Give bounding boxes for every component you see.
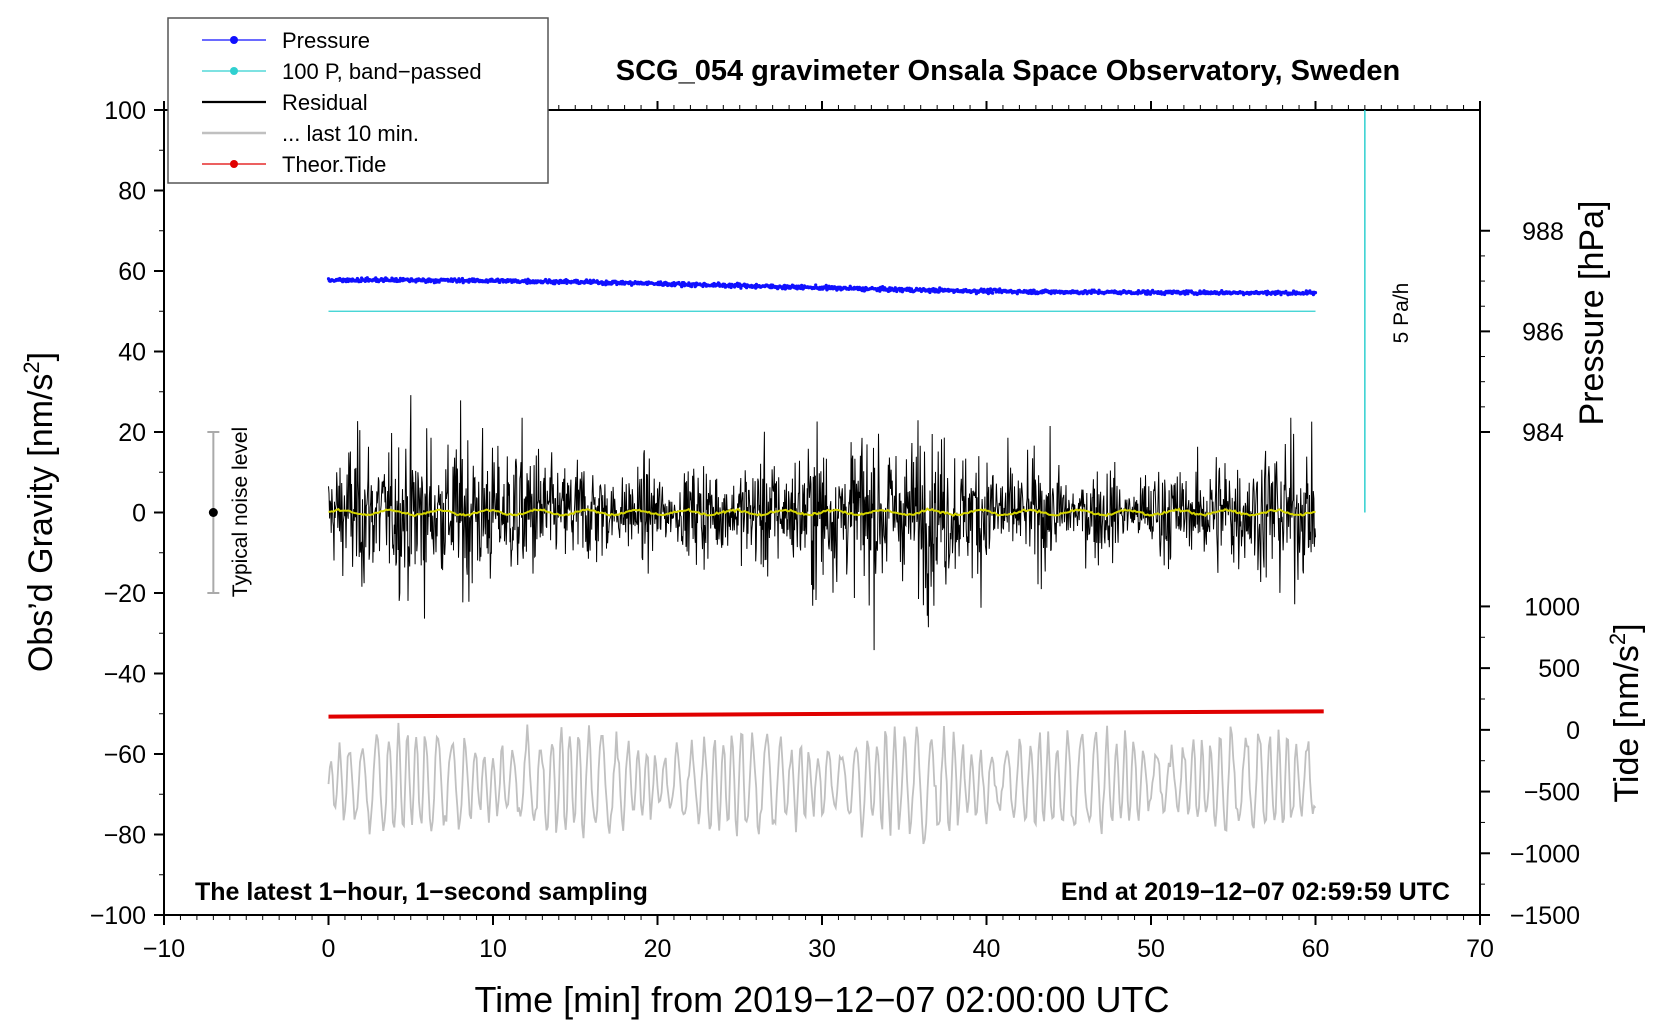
legend-label: Pressure bbox=[282, 28, 370, 53]
legend: Pressure 100 P, band−passed Residual ... la… bbox=[167, 17, 549, 184]
noise-bar-label: Typical noise level bbox=[229, 427, 252, 597]
rate-bar-label: 5 Pa/h bbox=[1390, 283, 1413, 344]
tide-tick-label: −1500 bbox=[1510, 902, 1580, 930]
series-tide-line bbox=[328, 709, 1324, 719]
y-tick-label: 20 bbox=[118, 419, 146, 447]
chart-title: SCG_054 gravimeter Onsala Space Observat… bbox=[616, 55, 1400, 87]
x-tick-label: 60 bbox=[1302, 935, 1330, 963]
series-pressure-point bbox=[1186, 292, 1190, 296]
series-pressure-point bbox=[986, 292, 991, 296]
legend-label: Theor.Tide bbox=[282, 152, 386, 177]
legend-label: 100 P, band−passed bbox=[282, 59, 482, 84]
x-tick-label: 70 bbox=[1466, 935, 1494, 963]
tide-axis-label-end: ] bbox=[1608, 623, 1646, 632]
y-tick-label: −100 bbox=[90, 902, 146, 930]
series-last-10-min-line bbox=[327, 722, 1317, 845]
y-tick-label: 100 bbox=[104, 97, 146, 125]
series-pressure-point bbox=[690, 285, 694, 289]
tide-tick-label: 0 bbox=[1566, 717, 1580, 745]
y-tick-label: 0 bbox=[132, 500, 146, 528]
y-axis-label: Obs’d Gravity [nm/s2] bbox=[19, 352, 60, 672]
legend-entries: Pressure 100 P, band−passed Residual ... la… bbox=[202, 28, 482, 177]
x-tick-label: −10 bbox=[143, 935, 185, 963]
noise-bar-group bbox=[207, 110, 1366, 594]
series-pressure-point bbox=[680, 285, 684, 289]
legend-box bbox=[167, 17, 549, 184]
series-pressure-point bbox=[1313, 291, 1318, 295]
x-tick-label: 10 bbox=[479, 935, 507, 963]
series-pressure-point bbox=[1027, 291, 1031, 295]
series-layer bbox=[326, 276, 1324, 845]
x-tick-label: 30 bbox=[808, 935, 836, 963]
y-axis-label-sup: 2 bbox=[19, 361, 44, 373]
legend-label: ... last 10 min. bbox=[282, 121, 419, 146]
y-tick-label: 40 bbox=[118, 339, 146, 367]
pressure-axis-label: Pressure [hPa] bbox=[1573, 201, 1611, 426]
series-pressure-point bbox=[928, 290, 932, 295]
tide-tick-label: 1000 bbox=[1524, 593, 1580, 621]
y-tick-label: −20 bbox=[104, 580, 146, 608]
legend-swatch-marker bbox=[230, 67, 238, 75]
series-pressure-point bbox=[988, 287, 993, 291]
pressure-tick-label: 988 bbox=[1522, 218, 1564, 246]
y-tick-label: 80 bbox=[118, 178, 146, 206]
annotation-bottom-right: End at 2019−12−07 02:59:59 UTC bbox=[1061, 878, 1450, 906]
tide-tick-label: −1000 bbox=[1510, 840, 1580, 868]
series-residual-smoothed-line bbox=[328, 507, 1316, 518]
series-pressure-point bbox=[557, 281, 561, 285]
pressure-tick-label: 984 bbox=[1522, 419, 1564, 447]
legend-swatch-marker bbox=[230, 36, 238, 44]
y-tick-label: −80 bbox=[104, 822, 146, 850]
x-axis-label: Time [min] from 2019−12−07 02:00:00 UTC bbox=[474, 979, 1169, 1020]
tide-axis-label-main: Tide [nm/s bbox=[1608, 645, 1646, 802]
series-pressure-point bbox=[991, 291, 995, 295]
noise-bar-center-dot bbox=[208, 508, 218, 517]
y-tick-label: −40 bbox=[104, 661, 146, 689]
x-tick-label: 0 bbox=[322, 935, 336, 963]
pressure-tick-label: 986 bbox=[1522, 318, 1564, 346]
x-tick-label: 20 bbox=[644, 935, 672, 963]
y-axis-label-main: Obs’d Gravity [nm/s bbox=[22, 374, 60, 673]
y-axis-label-end: ] bbox=[22, 352, 60, 361]
x-tick-label: 40 bbox=[973, 935, 1001, 963]
series-pressure-point bbox=[460, 276, 464, 281]
tide-tick-label: 500 bbox=[1538, 655, 1580, 683]
x-tick-label: 50 bbox=[1137, 935, 1165, 963]
axes-layer: −10 0 10 20 30 40 50 60 70−100−80−60−40−20020406… bbox=[90, 97, 1580, 963]
legend-swatch-marker bbox=[230, 160, 238, 168]
tide-axis-label-sup: 2 bbox=[1605, 633, 1630, 645]
tide-axis-label: Tide [nm/s2] bbox=[1605, 623, 1646, 802]
y-tick-label: 60 bbox=[118, 258, 146, 286]
y-tick-label: −60 bbox=[104, 741, 146, 769]
legend-label: Residual bbox=[282, 90, 368, 115]
annotation-bottom-left: The latest 1−hour, 1−second sampling bbox=[195, 878, 648, 906]
tide-tick-label: −500 bbox=[1524, 779, 1580, 807]
series-pressure-point bbox=[739, 286, 743, 290]
